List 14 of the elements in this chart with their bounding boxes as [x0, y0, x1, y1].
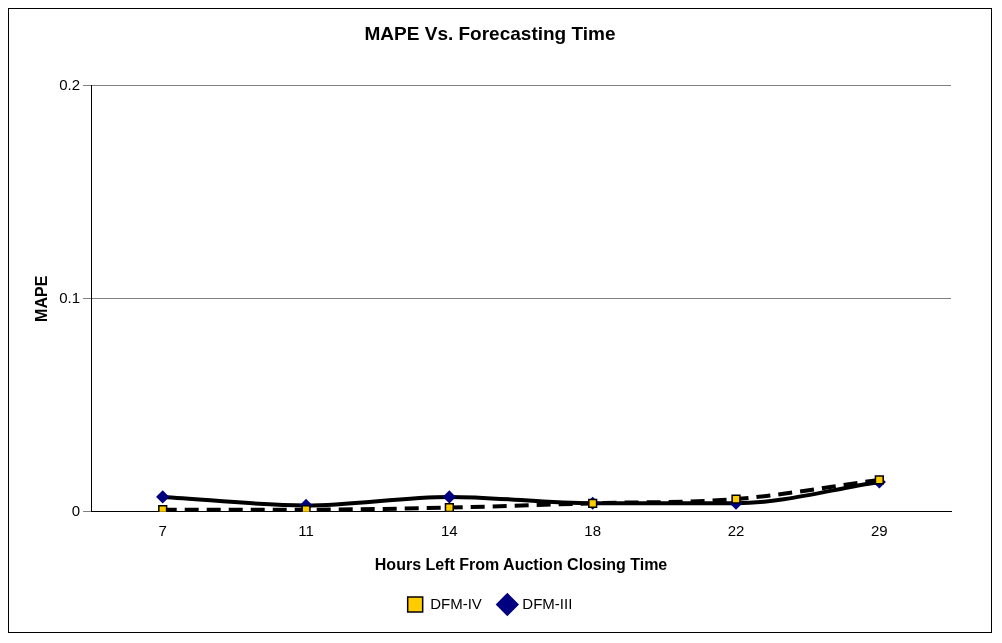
- x-axis-title: Hours Left From Auction Closing Time: [374, 555, 668, 573]
- y-tick-label: 0.1: [59, 288, 81, 306]
- x-tick-label: 22: [727, 521, 745, 539]
- x-tick-label: 7: [158, 521, 167, 539]
- legend-label: DFM-IV: [430, 594, 482, 612]
- legend-label: DFM-III: [522, 594, 573, 612]
- chart-title: MAPE Vs. Forecasting Time: [364, 22, 616, 44]
- y-axis-title: MAPE: [33, 275, 51, 322]
- y-tick-label: 0.2: [59, 75, 81, 93]
- x-tick-label: 18: [584, 521, 602, 539]
- x-tick-label: 14: [441, 521, 458, 539]
- x-tick-label: 29: [870, 521, 888, 539]
- y-tick-label: 0: [71, 501, 81, 519]
- x-tick-label: 11: [298, 521, 314, 539]
